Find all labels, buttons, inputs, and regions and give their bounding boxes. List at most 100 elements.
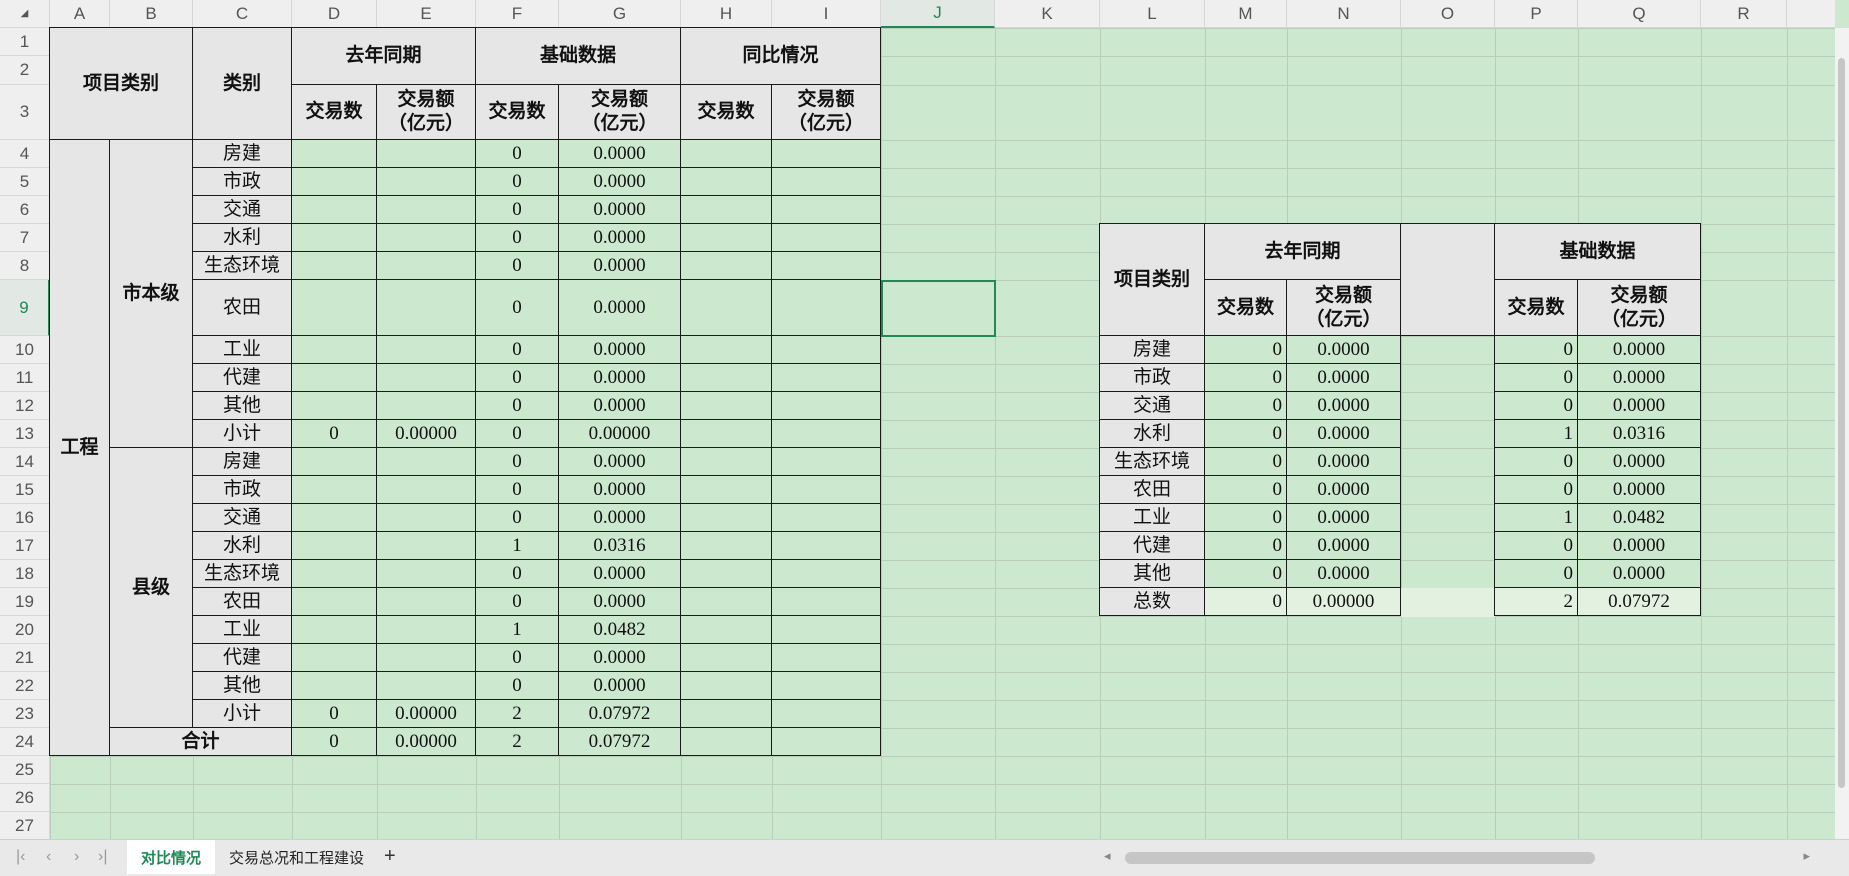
cell[interactable] <box>291 251 377 280</box>
cell-M7-N8[interactable]: 去年同期 <box>1204 223 1401 280</box>
row-header-7[interactable]: 7 <box>0 224 50 252</box>
column-header-E[interactable]: E <box>377 0 476 28</box>
cell-D3[interactable]: 交易数 <box>291 84 377 140</box>
cell[interactable] <box>680 391 772 420</box>
prev-sheet-icon[interactable]: ‹ <box>46 848 52 865</box>
cell[interactable] <box>376 251 476 280</box>
cell-C11[interactable]: 代建 <box>192 363 292 392</box>
column-header-M[interactable]: M <box>1205 0 1287 28</box>
cell-C4[interactable]: 房建 <box>192 139 292 168</box>
vertical-scroll-thumb[interactable] <box>1838 58 1845 788</box>
cell-H1-I2[interactable]: 同比情况 <box>680 27 881 85</box>
cell-P18[interactable]: 0 <box>1494 559 1578 588</box>
cell-F5[interactable]: 0 <box>475 167 559 196</box>
cell-C15[interactable]: 市政 <box>192 475 292 504</box>
cell-F14[interactable]: 0 <box>475 447 559 476</box>
cell[interactable] <box>771 587 881 616</box>
cell[interactable] <box>376 615 476 644</box>
column-header-I[interactable]: I <box>772 0 881 28</box>
cell[interactable] <box>291 167 377 196</box>
cell-P11[interactable]: 0 <box>1494 363 1578 392</box>
cell-N17[interactable]: 0.0000 <box>1286 531 1401 560</box>
cell[interactable] <box>771 531 881 560</box>
cell-G8[interactable]: 0.0000 <box>558 251 681 280</box>
cell-O7-O9[interactable] <box>1400 223 1495 336</box>
cell-G23[interactable]: 0.07972 <box>558 699 681 728</box>
cell-G16[interactable]: 0.0000 <box>558 503 681 532</box>
cell-M9[interactable]: 交易数 <box>1204 279 1287 336</box>
cell-N16[interactable]: 0.0000 <box>1286 503 1401 532</box>
cell[interactable] <box>771 447 881 476</box>
sheet-tab-compare[interactable]: 对比情况 <box>127 840 216 874</box>
cell-H3[interactable]: 交易数 <box>680 84 772 140</box>
cell-C23[interactable]: 小计 <box>192 699 292 728</box>
cell-G17[interactable]: 0.0316 <box>558 531 681 560</box>
add-sheet-icon[interactable]: + <box>384 845 396 867</box>
cell-F19[interactable]: 0 <box>475 587 559 616</box>
cell-G10[interactable]: 0.0000 <box>558 335 681 364</box>
row-header-5[interactable]: 5 <box>0 168 50 196</box>
cell[interactable] <box>291 223 377 252</box>
cell[interactable] <box>680 335 772 364</box>
cell[interactable] <box>680 503 772 532</box>
cell[interactable] <box>771 643 881 672</box>
cell[interactable] <box>291 559 377 588</box>
cell-N9[interactable]: 交易额 （亿元） <box>1286 279 1401 336</box>
cell[interactable] <box>291 279 377 336</box>
cell-L15[interactable]: 农田 <box>1099 475 1205 504</box>
row-header-1[interactable]: 1 <box>0 28 50 56</box>
selected-cell-J9[interactable] <box>881 280 996 337</box>
cell-C7[interactable]: 水利 <box>192 223 292 252</box>
cell-C10[interactable]: 工业 <box>192 335 292 364</box>
cell-G6[interactable]: 0.0000 <box>558 195 681 224</box>
cell[interactable] <box>771 139 881 168</box>
cell-L10[interactable]: 房建 <box>1099 335 1205 364</box>
sheet-tab-overview[interactable]: 交易总况和工程建设 <box>215 840 378 874</box>
cell-A1-B3[interactable]: 项目类别 <box>49 27 193 140</box>
cell-C6[interactable]: 交通 <box>192 195 292 224</box>
cell-F7[interactable]: 0 <box>475 223 559 252</box>
row-header-6[interactable]: 6 <box>0 196 50 224</box>
cell-L18[interactable]: 其他 <box>1099 559 1205 588</box>
next-sheet-icon[interactable]: › <box>74 848 80 865</box>
cell-M14[interactable]: 0 <box>1204 447 1287 476</box>
column-header-O[interactable]: O <box>1401 0 1495 28</box>
cell-C22[interactable]: 其他 <box>192 671 292 700</box>
cell[interactable] <box>376 643 476 672</box>
cell-D13[interactable]: 0 <box>291 419 377 448</box>
cell-Q16[interactable]: 0.0482 <box>1577 503 1701 532</box>
cell-C17[interactable]: 水利 <box>192 531 292 560</box>
cell-N14[interactable]: 0.0000 <box>1286 447 1401 476</box>
cell-C5[interactable]: 市政 <box>192 167 292 196</box>
cell[interactable] <box>376 335 476 364</box>
row-header-20[interactable]: 20 <box>0 616 50 644</box>
row-header-9[interactable]: 9 <box>0 280 50 336</box>
cell-D1-E2[interactable]: 去年同期 <box>291 27 476 85</box>
column-header-R[interactable]: R <box>1701 0 1787 28</box>
cell-N12[interactable]: 0.0000 <box>1286 391 1401 420</box>
cell-F20[interactable]: 1 <box>475 615 559 644</box>
cell-E23[interactable]: 0.00000 <box>376 699 476 728</box>
column-header-Q[interactable]: Q <box>1578 0 1701 28</box>
cell-Q14[interactable]: 0.0000 <box>1577 447 1701 476</box>
column-header-A[interactable]: A <box>50 0 110 28</box>
column-header-H[interactable]: H <box>681 0 772 28</box>
cell[interactable] <box>291 391 377 420</box>
cell-L13[interactable]: 水利 <box>1099 419 1205 448</box>
cell-C16[interactable]: 交通 <box>192 503 292 532</box>
row-header-23[interactable]: 23 <box>0 700 50 728</box>
cell-G9[interactable]: 0.0000 <box>558 279 681 336</box>
first-sheet-icon[interactable]: |‹ <box>16 848 26 865</box>
cell-C21[interactable]: 代建 <box>192 643 292 672</box>
cell-M19[interactable]: 0 <box>1204 587 1287 616</box>
cell[interactable] <box>291 195 377 224</box>
cell[interactable] <box>376 503 476 532</box>
cell-Q9[interactable]: 交易额 （亿元） <box>1577 279 1701 336</box>
cell[interactable] <box>291 475 377 504</box>
cell-C8[interactable]: 生态环境 <box>192 251 292 280</box>
cell[interactable] <box>680 279 772 336</box>
cell-Q10[interactable]: 0.0000 <box>1577 335 1701 364</box>
cell[interactable] <box>376 391 476 420</box>
cell-F17[interactable]: 1 <box>475 531 559 560</box>
scroll-left-icon[interactable]: ◂ <box>1104 848 1111 863</box>
